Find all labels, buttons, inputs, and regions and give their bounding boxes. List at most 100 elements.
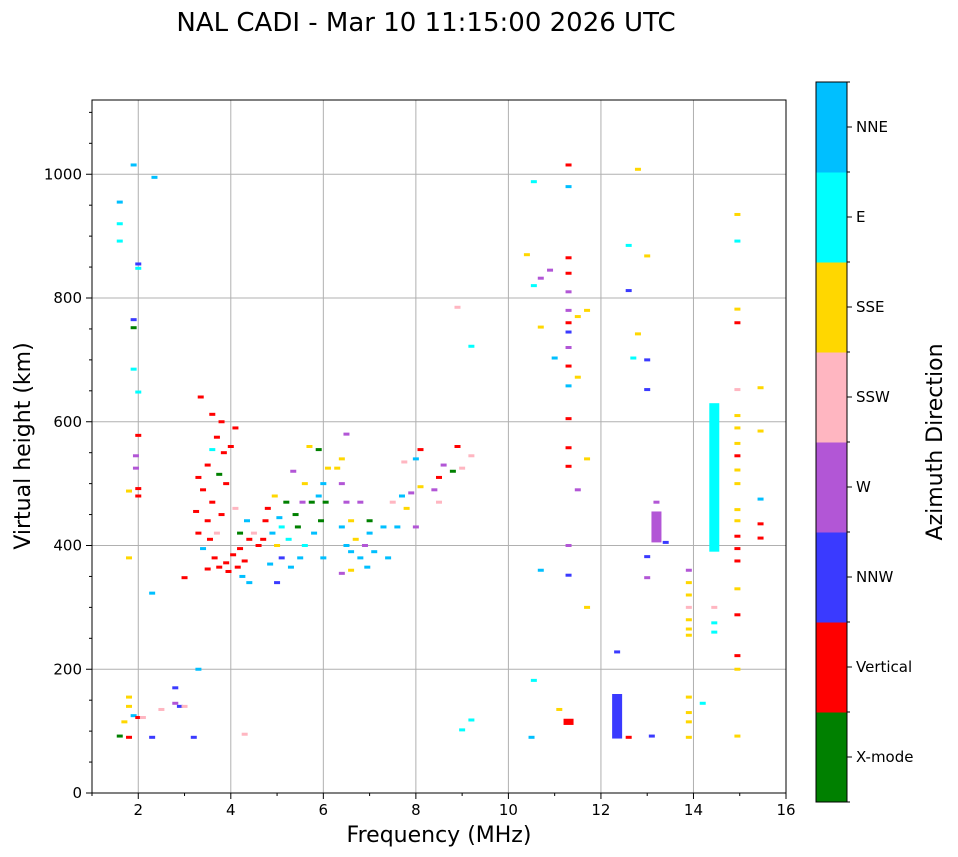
echo-point-w [343, 432, 350, 436]
colorbar-swatch-sse [816, 262, 847, 353]
echo-point-vertical [454, 445, 461, 448]
echo-point-nnw [644, 358, 651, 362]
echo-point-sse [685, 593, 692, 597]
echo-point-ssw [241, 732, 248, 736]
echo-point-w [653, 500, 660, 504]
echo-point-w [565, 544, 572, 547]
echo-point-vertical [135, 487, 142, 491]
echo-point-w [343, 500, 350, 504]
echo-point-nne [151, 175, 158, 179]
echo-point-ssw [232, 506, 239, 510]
echo-point-vertical [225, 569, 232, 573]
echo-point-vertical [204, 463, 211, 467]
x-tick-label: 10 [499, 801, 518, 819]
y-axis-label: Virtual height (km) [11, 342, 36, 549]
echo-point-e [130, 367, 137, 371]
echo-point-vertical [204, 519, 211, 523]
echo-point-x-mode [283, 500, 290, 504]
echo-point-sse [757, 429, 764, 433]
echo-point-vertical [565, 271, 572, 275]
echo-point-nne [380, 525, 387, 529]
echo-point-nnw [176, 704, 183, 708]
echo-column-vertical [563, 718, 574, 725]
echo-point-e [530, 180, 537, 184]
echo-point-nne [398, 494, 405, 498]
x-tick-label: 16 [776, 801, 795, 819]
echo-point-w [299, 500, 306, 504]
echo-point-w [565, 290, 572, 294]
echo-point-vertical [757, 536, 764, 540]
echo-point-w [361, 544, 368, 547]
echo-point-sse [334, 466, 341, 470]
echo-point-e [711, 630, 718, 634]
colorbar-label-e: E [856, 208, 865, 226]
echo-point-nne [116, 200, 123, 204]
echo-point-nne [200, 547, 207, 551]
echo-point-nne [269, 531, 276, 535]
echo-point-nnw [135, 262, 142, 266]
echo-point-e [734, 239, 741, 243]
echo-point-nne [565, 384, 572, 388]
echo-point-vertical [206, 537, 213, 541]
colorbar-swatch-nne [816, 82, 847, 173]
echo-point-nnw [278, 556, 285, 560]
echo-point-nne [412, 457, 419, 461]
echo-point-nne [385, 556, 392, 560]
colorbar-label-sse: SSE [856, 298, 885, 316]
echo-point-ssw [468, 454, 475, 458]
echo-point-ssw [213, 531, 220, 535]
echo-point-nne [343, 544, 350, 547]
echo-point-nnw [662, 540, 669, 544]
echo-point-w [408, 491, 415, 495]
echo-point-vertical [734, 534, 741, 538]
echo-point-nne [565, 185, 572, 189]
echo-point-nnw [130, 318, 137, 322]
echo-point-vertical [734, 454, 741, 458]
x-axis-ticks: 2 4 6 8 10 12 14 16 [91, 793, 796, 819]
echo-point-w [644, 576, 651, 580]
echo-point-vertical [734, 654, 741, 658]
echo-point-vertical [565, 364, 572, 368]
echo-point-e [630, 356, 637, 360]
echo-point-vertical [195, 475, 202, 479]
echo-point-vertical [565, 446, 572, 450]
echo-point-sse [584, 605, 591, 609]
echo-point-sse [537, 325, 544, 329]
echo-point-sse [685, 618, 692, 622]
echo-point-nne [311, 531, 318, 535]
echo-point-nne [528, 735, 535, 739]
echo-point-e [530, 284, 537, 288]
echo-point-e [530, 678, 537, 682]
echo-point-x-mode [130, 326, 137, 330]
echo-point-sse [734, 212, 741, 216]
echo-point-vertical [246, 537, 253, 541]
echo-point-w [132, 454, 139, 458]
echo-point-sse [685, 735, 692, 739]
echo-point-nnw [565, 330, 572, 334]
echo-point-sse [734, 508, 741, 512]
y-tick-label: 400 [53, 537, 82, 555]
echo-point-vertical [234, 565, 241, 569]
echo-point-sse [126, 556, 133, 560]
echo-point-vertical [565, 163, 572, 167]
grid-lines [92, 100, 786, 793]
echo-point-vertical [625, 735, 632, 739]
echo-column-w [651, 511, 662, 543]
echo-point-sse [734, 414, 741, 418]
echo-point-w [440, 463, 447, 467]
echo-point-vertical [181, 576, 188, 580]
echo-point-vertical [135, 494, 142, 498]
echo-point-x-mode [237, 531, 244, 535]
echo-point-nne [315, 494, 322, 498]
x-tick-label: 8 [411, 801, 421, 819]
echo-point-nnw [565, 573, 572, 577]
echo-point-sse [685, 581, 692, 585]
y-tick-label: 1000 [44, 165, 82, 183]
echo-point-vertical [734, 321, 741, 325]
echo-point-vertical [195, 531, 202, 535]
echo-point-e [468, 718, 475, 722]
echo-point-vertical [230, 553, 237, 557]
x-tick-label: 2 [133, 801, 143, 819]
echo-point-nne [267, 562, 274, 566]
echo-point-vertical [204, 567, 211, 571]
